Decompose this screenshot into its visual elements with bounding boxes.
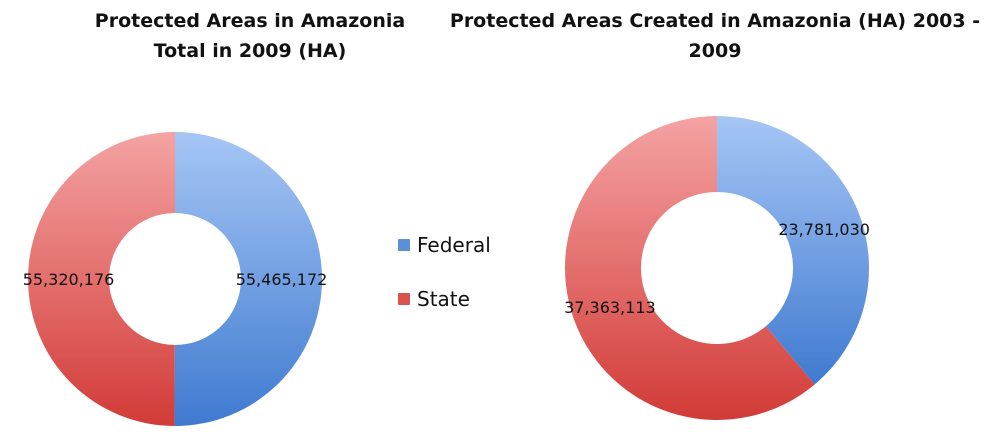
- legend-item-state: State: [398, 284, 491, 314]
- slice-state: [28, 132, 175, 426]
- chart-title-created-2003-2009: Protected Areas Created in Amazonia (HA)…: [449, 10, 981, 62]
- legend-item-federal: Federal: [398, 230, 491, 260]
- donut-created-2003-2009: 23,781,030 37,363,113: [564, 116, 870, 420]
- data-label-state: 37,363,113: [564, 298, 656, 317]
- slice-federal: [174, 132, 323, 427]
- slice-federal: [717, 116, 870, 385]
- data-label-federal: 55,465,172: [236, 270, 328, 289]
- slice-state: [565, 116, 815, 420]
- legend-label-federal: Federal: [417, 233, 491, 257]
- legend-swatch-state: [398, 293, 410, 305]
- data-label-federal: 23,781,030: [778, 220, 870, 239]
- data-label-state: 55,320,176: [23, 270, 115, 289]
- legend-label-state: State: [417, 287, 470, 311]
- legend-swatch-federal: [398, 239, 410, 251]
- donut-total-2009: 55,465,172 55,320,176: [23, 132, 328, 427]
- chart-title-total-2009: Protected Areas in Amazonia Total in 200…: [94, 10, 406, 62]
- legend: Federal State: [398, 230, 491, 338]
